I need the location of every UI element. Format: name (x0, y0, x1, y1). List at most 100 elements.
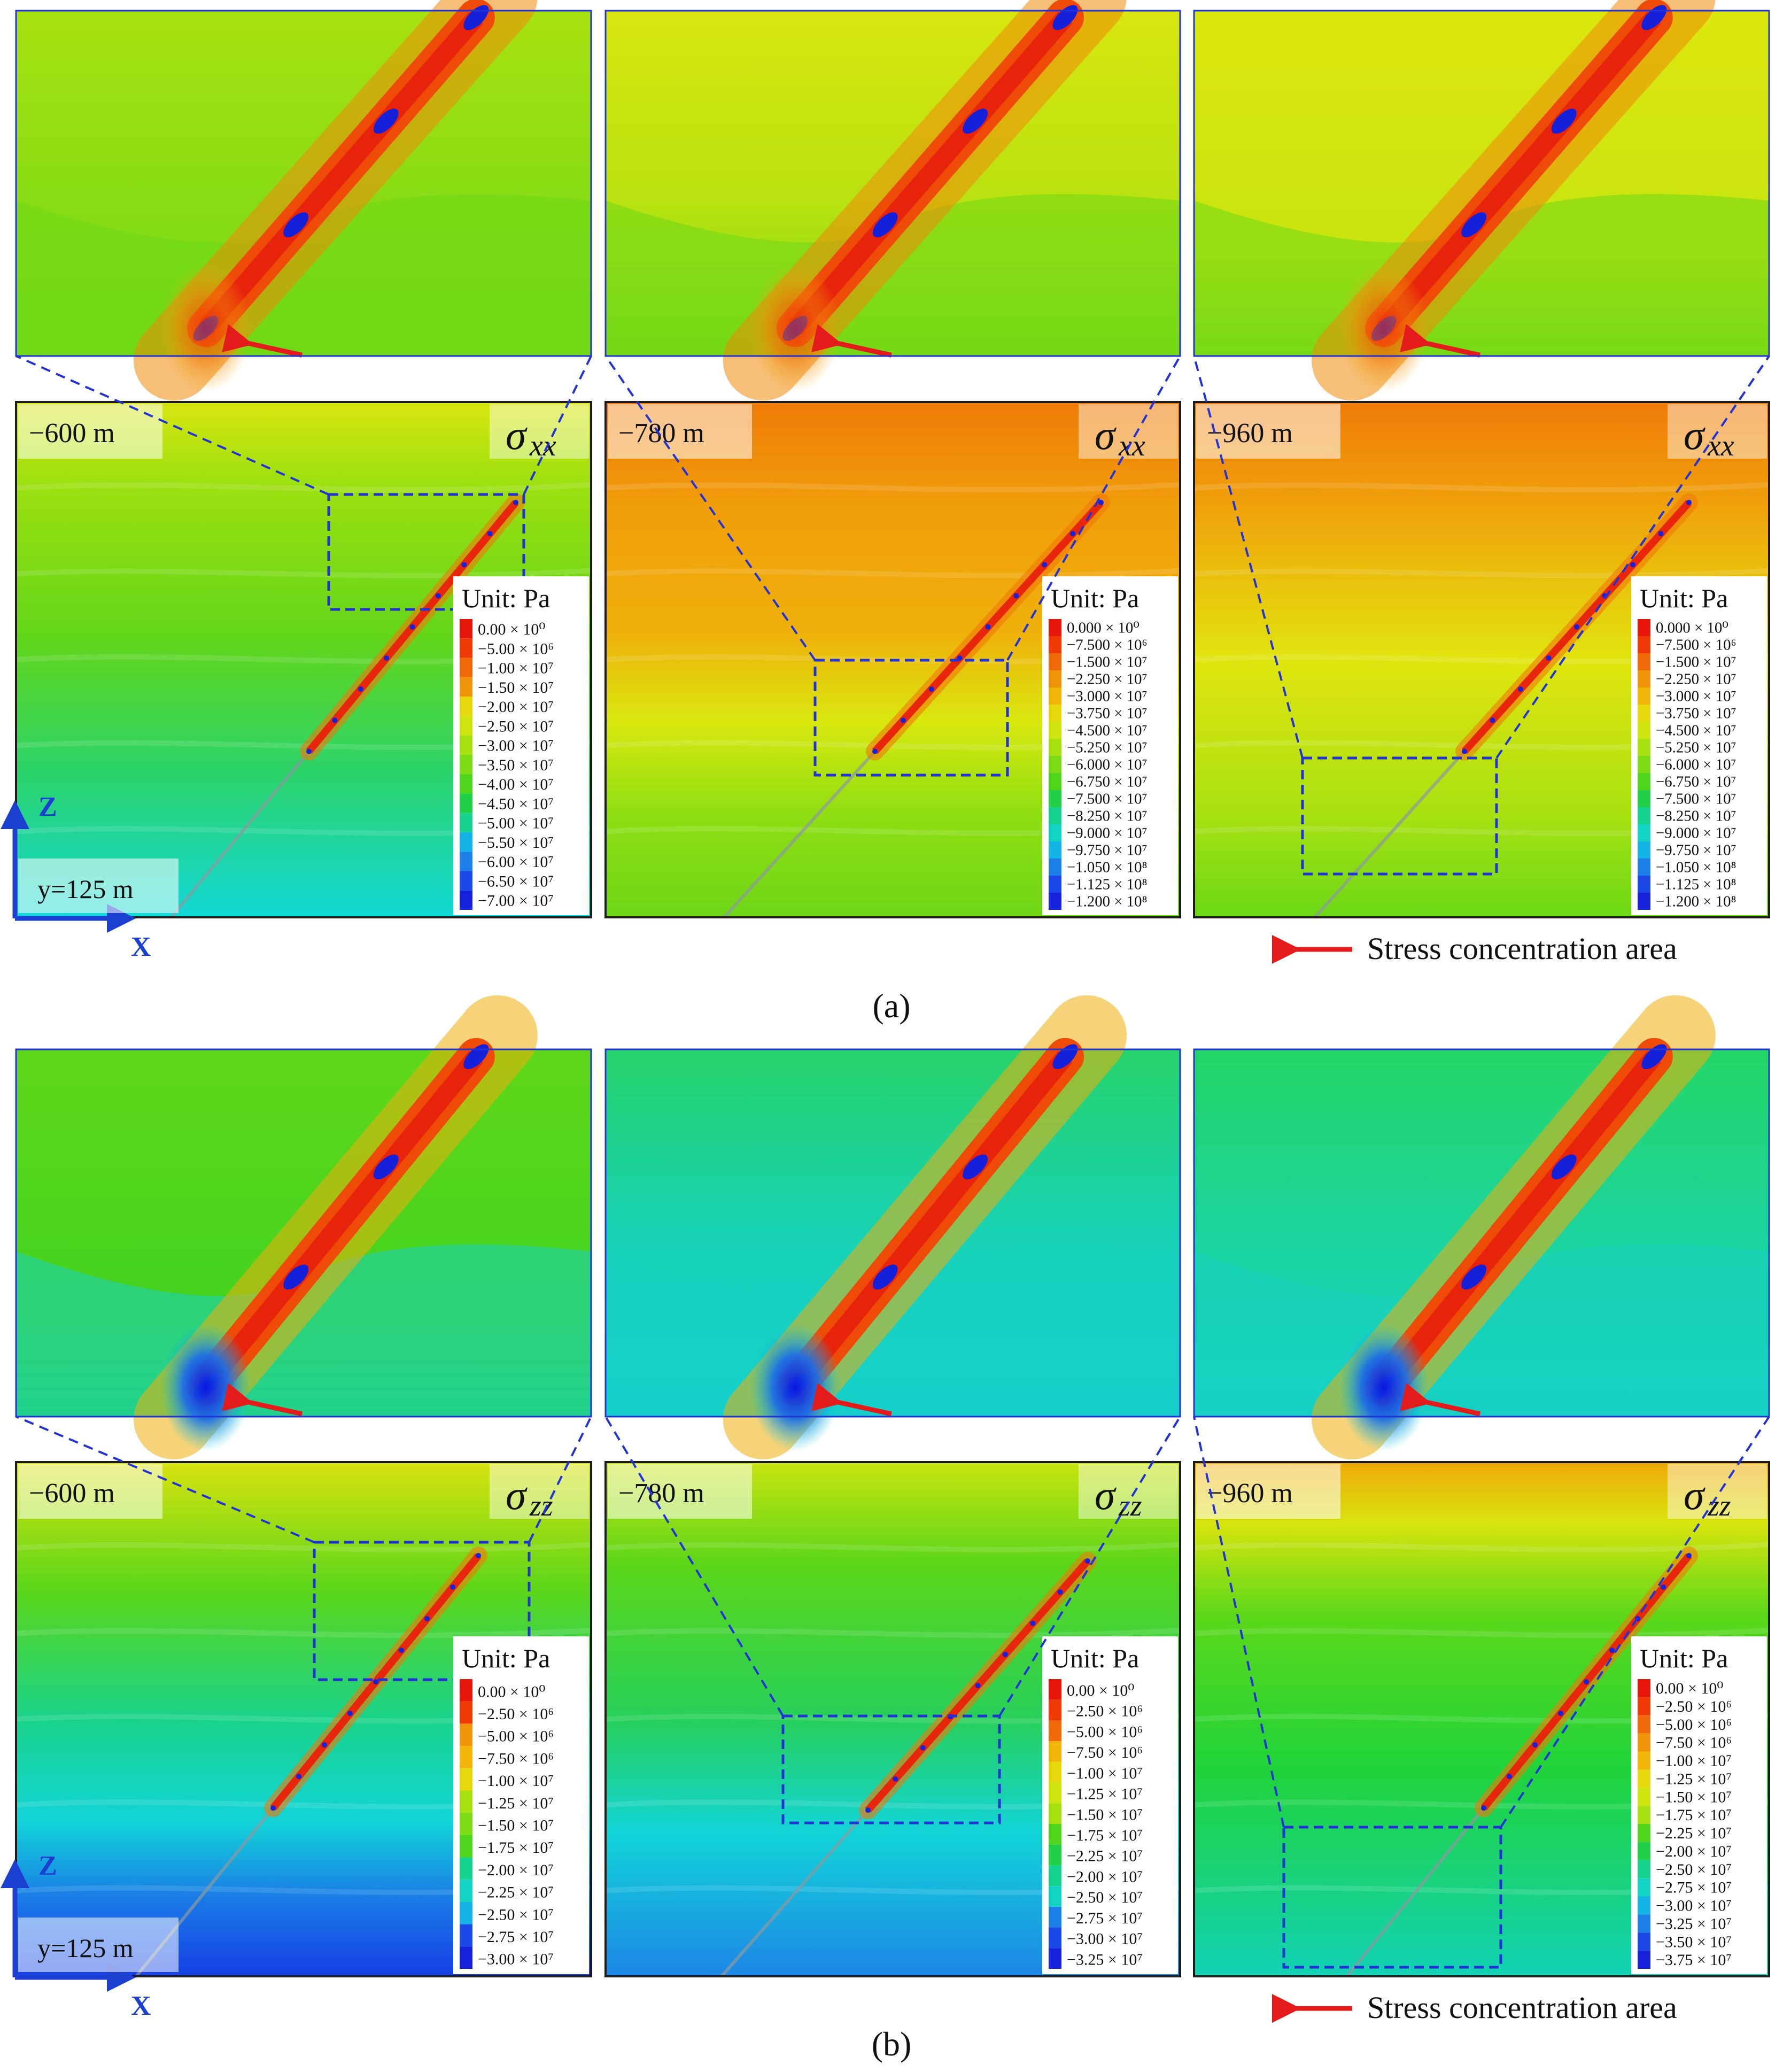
fig-a-stress-subscript-3: xx (1707, 429, 1734, 462)
fig-b-zoom-view-3 (1193, 995, 1770, 1460)
fig-b-legend-swatch (1638, 1860, 1650, 1878)
fig-a-legend-level: −4.500 × 10⁷ (1656, 722, 1737, 739)
fig-a-legend-swatch (1049, 722, 1061, 739)
fig-a-legend-level: −1.500 × 10⁷ (1067, 654, 1148, 671)
fig-a-section-label: y=125 m (37, 874, 134, 904)
fig-b-legend-level: −2.00 × 10⁷ (478, 1861, 554, 1879)
fig-b-legend-swatch (1049, 1803, 1061, 1824)
fig-a-legend-level: 0.000 × 10⁰ (1656, 620, 1728, 637)
fig-b-legend-swatch (1638, 1751, 1650, 1770)
fig-b-legend-swatch (1638, 1769, 1650, 1788)
fig-a-legend-level: −1.050 × 10⁸ (1067, 859, 1148, 876)
fig-a-zoom-box-1 (327, 493, 525, 611)
fig-b-legend-level: −2.00 × 10⁷ (1656, 1843, 1732, 1860)
fig-b-legend-level: −1.25 × 10⁷ (1067, 1785, 1143, 1803)
fig-a-legend-level: −3.750 × 10⁷ (1656, 705, 1737, 722)
fig-b-stress-subscript-3: zz (1707, 1489, 1731, 1522)
fig-a-legend-swatch (1638, 859, 1650, 876)
fig-b-panel-3: −960 m σ zz Unit: Pa 0.00 × 10⁰−2.50 × 10⁶−5… (1193, 995, 1770, 1977)
fig-a-stress-symbol-1: σ (506, 412, 528, 458)
fig-a-depth-label-1: −600 m (29, 418, 115, 449)
fig-a-zoom-view-3 (1193, 0, 1770, 401)
fig-a-legend-swatch (460, 638, 472, 658)
fig-b-panel-1: −600 m σ zz Unit: Pa 0.00 × 10⁰ −2.50 × 10⁶ −5… (15, 995, 592, 1977)
fig-b-stress-subscript-2: zz (1118, 1489, 1142, 1522)
fig-a-legend-level: −1.00 × 10⁷ (478, 660, 554, 677)
fig-a-legend-swatch (1049, 790, 1061, 807)
fig-b-legend-level: −2.75 × 10⁷ (478, 1928, 554, 1946)
fig-a-legend-swatch (460, 677, 472, 697)
fig-b-legend-swatch (1638, 1788, 1650, 1806)
fig-a-axis-z: Z (38, 792, 57, 822)
fig-a-legend-level: −2.250 × 10⁷ (1656, 671, 1737, 688)
fig-a-legend-swatch (1638, 893, 1650, 910)
fig-a-legend-level: −1.50 × 10⁷ (478, 679, 554, 697)
fig-b-legend-swatch (1049, 1699, 1061, 1721)
fig-b-depth-label-1: −600 m (29, 1478, 115, 1509)
fig-a-legend-swatch (460, 697, 472, 716)
fig-a-concentration-arrow-1 (222, 324, 303, 358)
fig-a-legend-level: 0.00 × 10⁰ (478, 621, 545, 638)
fig-b-stress-symbol-1: σ (506, 1472, 528, 1518)
fig-a-stress-symbol-2: σ (1095, 412, 1117, 458)
fig-b-depth-label-2: −780 m (618, 1478, 704, 1509)
fig-a-zoom-box-3 (1301, 756, 1498, 876)
fig-a-legend-swatch (1638, 687, 1650, 705)
fig-a-legend-swatch (1638, 790, 1650, 807)
fig-b-legend-swatch (460, 1723, 472, 1746)
fig-a-legend-level: −3.00 × 10⁷ (478, 737, 554, 755)
fig-b-legend-level: −5.00 × 10⁶ (1656, 1716, 1732, 1734)
fig-b-legend-swatch (1638, 1824, 1650, 1842)
fig-b-legend-swatch (1049, 1844, 1061, 1866)
fig-a-legend-level: 0.000 × 10⁰ (1067, 620, 1139, 637)
fig-b-legend-level: −3.25 × 10⁷ (1067, 1951, 1143, 1968)
fig-b-axis-z: Z (38, 1851, 57, 1881)
fig-b-legend-swatch (460, 1857, 472, 1880)
fig-a-legend-level: −6.750 × 10⁷ (1656, 774, 1737, 791)
fig-a-legend-level: −8.250 × 10⁷ (1067, 808, 1148, 825)
fig-a-legend-level: −6.50 × 10⁷ (478, 872, 554, 890)
fig-b-legend-level: −7.50 × 10⁶ (1067, 1744, 1143, 1761)
fig-b-legend-level: −2.50 × 10⁷ (1067, 1889, 1143, 1906)
fig-b-legend-level: −2.50 × 10⁶ (1656, 1698, 1732, 1715)
fig-b-legend-level: −1.50 × 10⁷ (1067, 1806, 1143, 1823)
fig-b-legend-note-text: Stress concentration area (1367, 1990, 1677, 2025)
fig-b-legend-level: −1.25 × 10⁷ (478, 1795, 554, 1812)
fig-a-legend-level: −9.000 × 10⁷ (1656, 825, 1737, 842)
fig-a-legend-swatch (460, 754, 472, 775)
fig-b-unit-label-3: Unit: Pa (1640, 1643, 1728, 1673)
fig-b-legend-level: −3.00 × 10⁷ (1067, 1930, 1143, 1948)
fig-a-legend-swatch (1638, 722, 1650, 739)
fig-b-legend-swatch (1638, 1715, 1650, 1734)
fig-b-concentration-arrow-3 (1400, 1383, 1481, 1417)
fig-b-legend-level: −2.50 × 10⁷ (478, 1906, 554, 1923)
fig-b-legend-swatch (1049, 1679, 1061, 1700)
fig-b-legend-swatch (460, 1813, 472, 1835)
fig-a-legend-swatch (1049, 841, 1061, 859)
fig-b-legend-level: −2.25 × 10⁷ (478, 1884, 554, 1901)
fig-b-legend-swatch (1049, 1906, 1061, 1928)
fig-a-legend-swatch (1638, 705, 1650, 722)
fig-b-legend-swatch (1638, 1806, 1650, 1824)
fig-b-legend-level: −1.00 × 10⁷ (478, 1772, 554, 1790)
fig-b-zoom-box-1 (313, 1541, 531, 1681)
fig-a-legend-level: −1.125 × 10⁸ (1067, 876, 1148, 893)
fig-a-legend-swatch (460, 832, 472, 852)
fig-b-legend-note: Stress concentration area (1272, 1990, 1677, 2025)
fig-a-legend-swatch (1638, 756, 1650, 773)
fig-b-legend-swatch (460, 1768, 472, 1791)
fig-a-legend-swatch (1049, 636, 1061, 653)
fig-a-legend-level: −4.500 × 10⁷ (1067, 722, 1148, 739)
fig-b-legend-swatch (1638, 1914, 1650, 1933)
fig-a-main-view-3: −960 m σ xx Unit: Pa 0.000 × 10⁰−7.500 × 10⁶… (1193, 401, 1770, 919)
fig-a-legend-level: −9.750 × 10⁷ (1067, 842, 1148, 859)
fig-a-legend-level: −3.000 × 10⁷ (1067, 688, 1148, 705)
fig-a-legend-level: −9.000 × 10⁷ (1067, 825, 1148, 842)
fig-b-legend-level: −1.00 × 10⁷ (1067, 1765, 1143, 1782)
fig-b-legend-swatch (1049, 1865, 1061, 1887)
fig-a-legend-swatch (1049, 619, 1061, 636)
fig-a-legend-swatch (460, 813, 472, 832)
fig-b-legend-level: −3.00 × 10⁷ (1656, 1897, 1732, 1915)
fig-a-depth-label-2: −780 m (618, 418, 704, 449)
